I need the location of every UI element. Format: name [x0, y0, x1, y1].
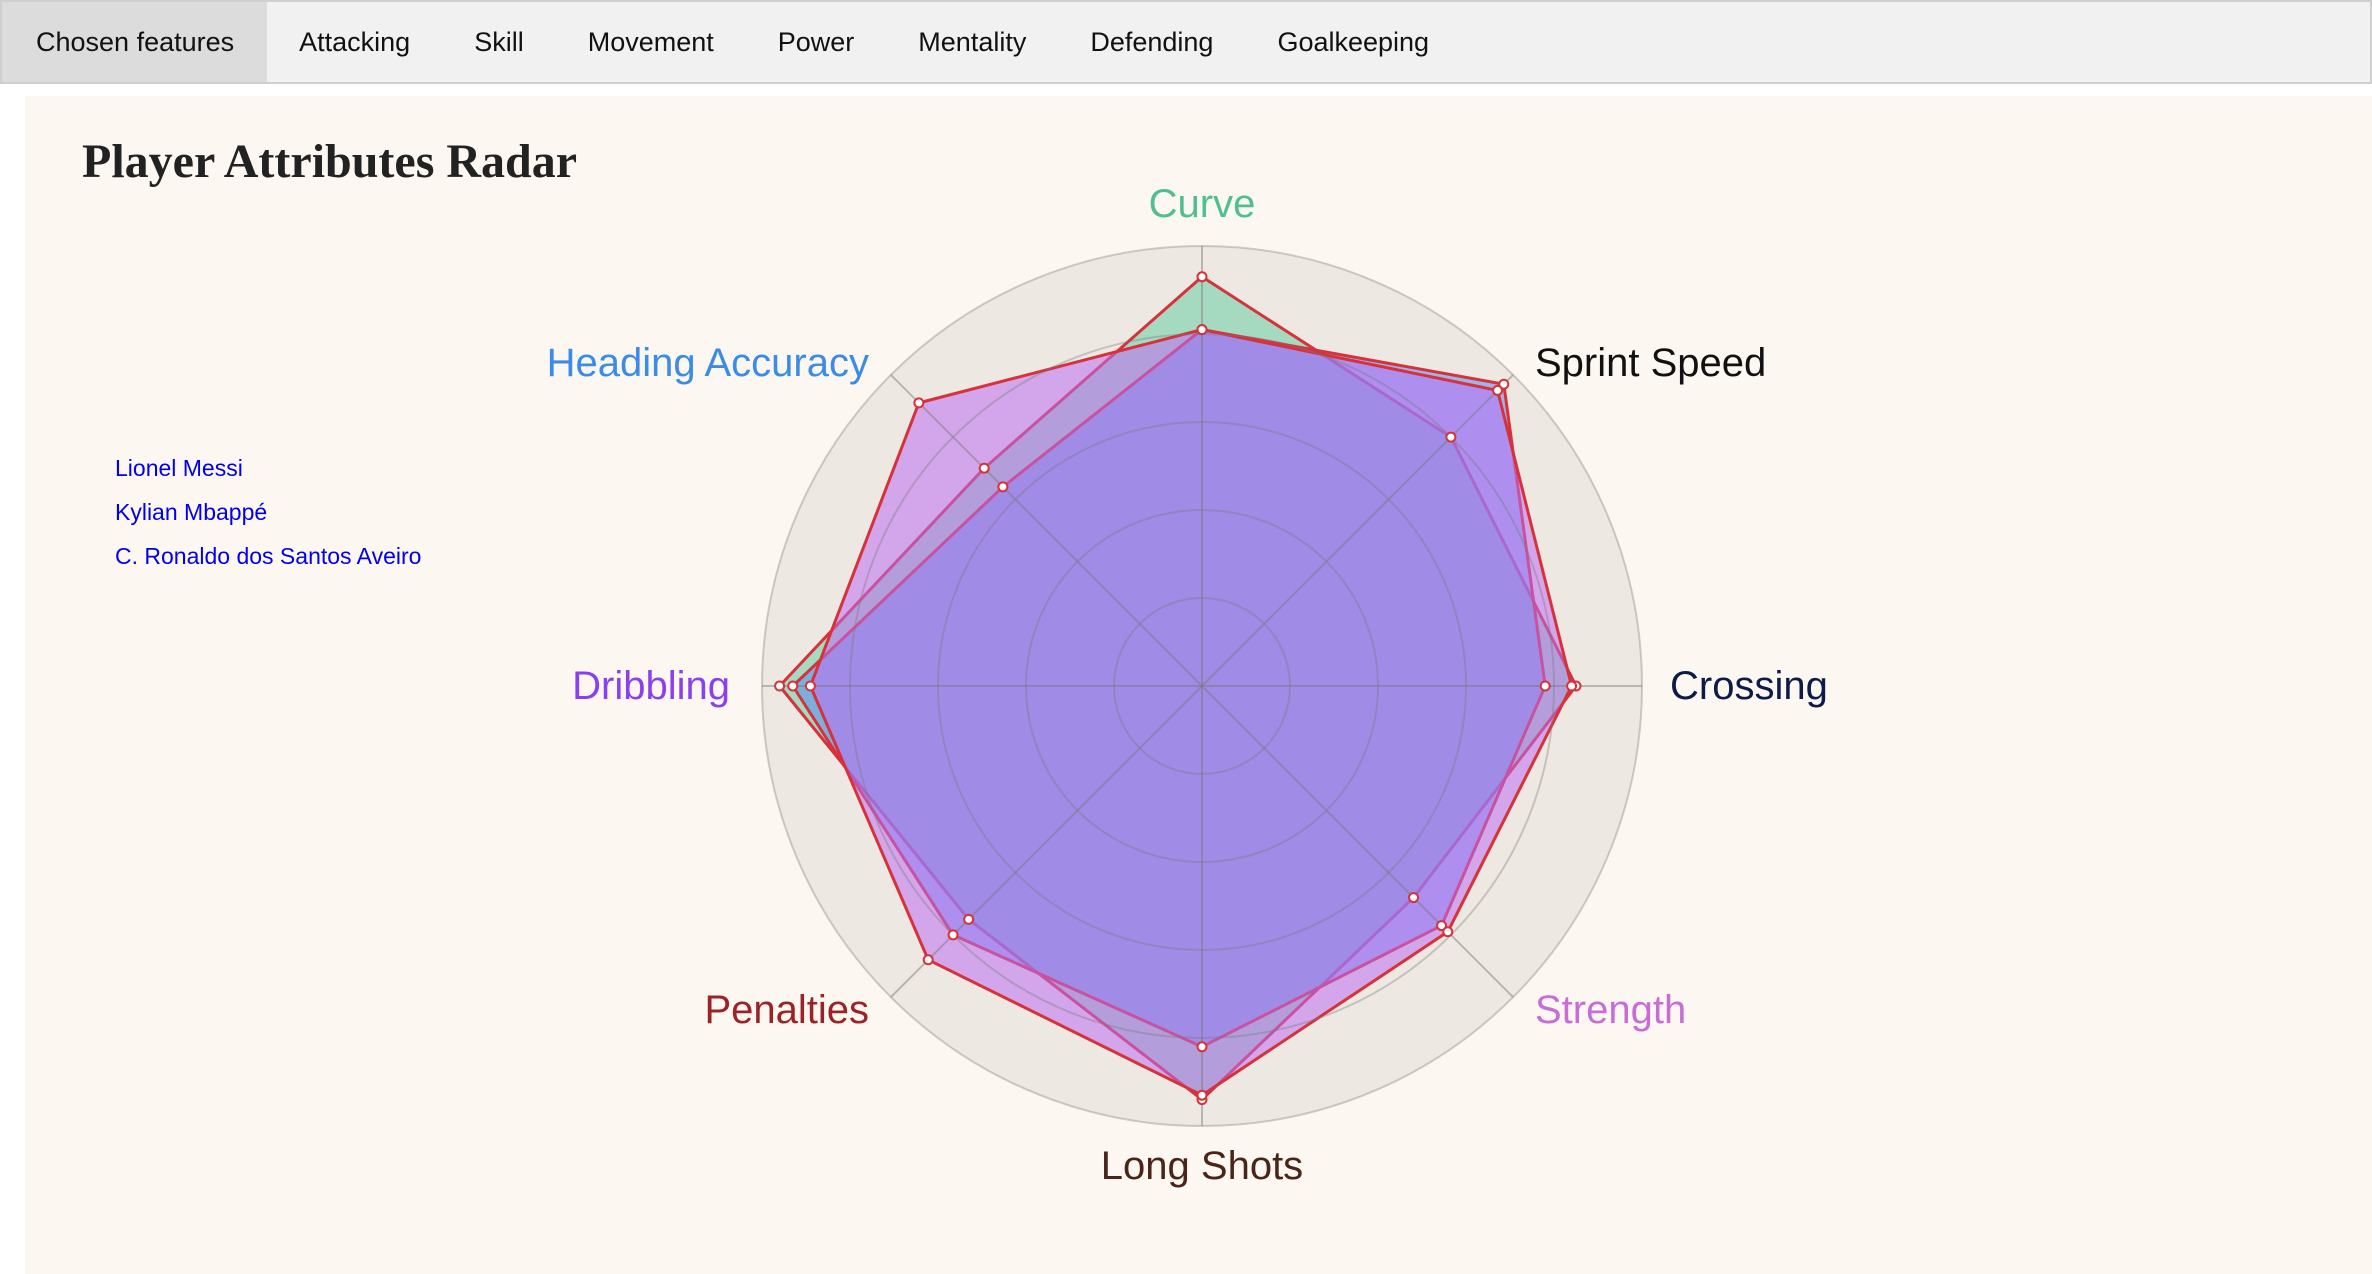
data-point	[997, 481, 1009, 493]
data-point	[1196, 1089, 1208, 1101]
radar-chart: Curve Sprint Speed Crossing Strength Long Sh…	[547, 182, 1828, 1188]
axis-spoke-3	[1201, 685, 1514, 998]
tab-mentality[interactable]: Mentality	[918, 26, 1027, 57]
data-point	[1196, 324, 1208, 336]
data-point	[913, 397, 925, 409]
legend-item-2[interactable]: C. Ronaldo dos Santos Aveiro	[115, 543, 422, 569]
legend-item-0[interactable]: Lionel Messi	[115, 455, 243, 481]
axis-spoke-5	[890, 685, 1203, 998]
tab-attacking[interactable]: Attacking	[299, 26, 411, 57]
data-point	[963, 913, 975, 925]
tab-chosen-features[interactable]: Chosen features	[2, 2, 268, 82]
data-point	[947, 929, 959, 941]
axis-label-6: Dribbling	[572, 664, 730, 708]
tab-movement[interactable]: Movement	[587, 26, 714, 57]
tab-goalkeeping[interactable]: Goalkeeping	[1277, 26, 1430, 57]
data-point	[804, 680, 816, 692]
tab-power[interactable]: Power	[777, 26, 855, 57]
axis-spoke-1	[1201, 374, 1514, 687]
axis-label-7: Heading Accuracy	[547, 341, 869, 385]
axis-label-5: Penalties	[704, 988, 869, 1032]
axis-label-4: Long Shots	[1101, 1144, 1303, 1188]
grid-ring-1	[1113, 597, 1291, 775]
data-point	[1196, 1041, 1208, 1053]
grid-ring-5	[761, 245, 1643, 1127]
data-point	[1436, 920, 1448, 932]
data-point	[1196, 271, 1208, 283]
data-point	[1539, 680, 1551, 692]
data-point	[1408, 892, 1420, 904]
axis-label-0: Curve	[1149, 182, 1256, 226]
feature-tab-bar: Chosen features Attacking Skill Movement Pow…	[0, 0, 2372, 84]
axis-label-3: Strength	[1535, 988, 1686, 1032]
tab-skill[interactable]: Skill	[474, 26, 524, 57]
data-point	[774, 680, 786, 692]
legend-item-1[interactable]: Kylian Mbappé	[115, 499, 268, 525]
axis-label-1: Sprint Speed	[1535, 341, 1766, 385]
grid-ring-3	[937, 421, 1467, 951]
player-legend: Lionel Messi Kylian Mbappé C. Ronaldo dos …	[115, 454, 421, 586]
data-point	[1442, 926, 1454, 938]
data-point	[1498, 378, 1510, 390]
axis-label-2: Crossing	[1670, 664, 1828, 708]
data-point	[1445, 431, 1457, 443]
chart-panel: Player Attributes Radar Lionel Messi Kyli…	[25, 96, 2372, 1274]
grid-ring-2	[1025, 509, 1379, 863]
data-point	[787, 680, 799, 692]
chart-title: Player Attributes Radar	[82, 135, 578, 188]
axis-spoke-7	[890, 374, 1203, 687]
tab-defending[interactable]: Defending	[1090, 26, 1214, 57]
data-point	[1566, 680, 1578, 692]
data-point	[978, 462, 990, 474]
data-point	[922, 954, 934, 966]
data-point	[1492, 384, 1504, 396]
